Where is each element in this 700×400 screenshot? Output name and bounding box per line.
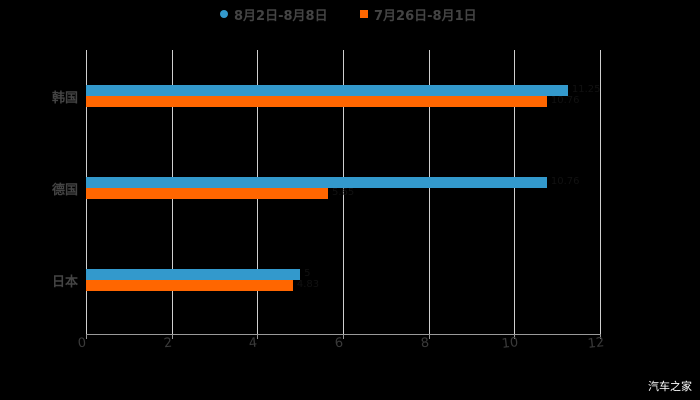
bar-series-2[interactable]	[86, 280, 293, 291]
x-axis-tick-label: 8	[419, 335, 430, 352]
square-marker-icon	[360, 10, 368, 18]
x-axis-tick	[428, 334, 430, 339]
data-label: 11.25	[571, 84, 601, 95]
x-axis-tick	[343, 334, 344, 339]
data-label: 4.83	[296, 279, 320, 290]
bar-series-1[interactable]	[86, 177, 547, 188]
x-axis-tick-label: 6	[334, 335, 344, 352]
legend-item-series-2[interactable]: 7月26日-8月1日	[360, 4, 477, 24]
x-axis-tick	[171, 334, 173, 339]
bar-series-1[interactable]	[86, 269, 301, 280]
circle-marker-icon	[220, 10, 228, 18]
bar-series-2[interactable]	[86, 96, 547, 107]
chart-legend: 8月2日-8月8日 7月26日-8月1日	[0, 4, 700, 24]
x-axis-tick	[86, 334, 87, 339]
category-label: 韩国	[51, 91, 78, 106]
legend-item-series-1[interactable]: 8月2日-8月8日	[220, 4, 328, 24]
x-axis-tick-label: 10	[501, 335, 520, 352]
data-label: 5	[304, 268, 311, 279]
x-axis-tick-label: 12	[586, 335, 606, 352]
legend-label: 8月2日-8月8日	[234, 8, 328, 24]
x-axis-tick	[600, 334, 601, 339]
data-label: 10.76	[550, 176, 580, 187]
data-label: 5.65	[332, 187, 355, 198]
data-label: 10.76	[550, 95, 580, 106]
gridline	[428, 50, 430, 334]
x-axis-tick-label: 2	[162, 335, 173, 352]
plot-area: 11.25 10.76 10.76 5.65 5 4.83	[86, 50, 601, 334]
bar-series-2[interactable]	[86, 188, 328, 199]
category-label: 德国	[51, 183, 78, 198]
category-label: 日本	[51, 275, 78, 290]
bar-series-1[interactable]	[86, 85, 568, 96]
legend-label: 7月26日-8月1日	[374, 8, 477, 24]
x-axis-tick	[257, 334, 259, 339]
watermark: 汽车之家	[648, 380, 692, 393]
gridline	[343, 50, 344, 334]
gridline	[514, 50, 516, 334]
gridline	[600, 50, 601, 334]
x-axis-tick	[514, 334, 516, 339]
x-axis-tick-label: 0	[77, 335, 87, 352]
